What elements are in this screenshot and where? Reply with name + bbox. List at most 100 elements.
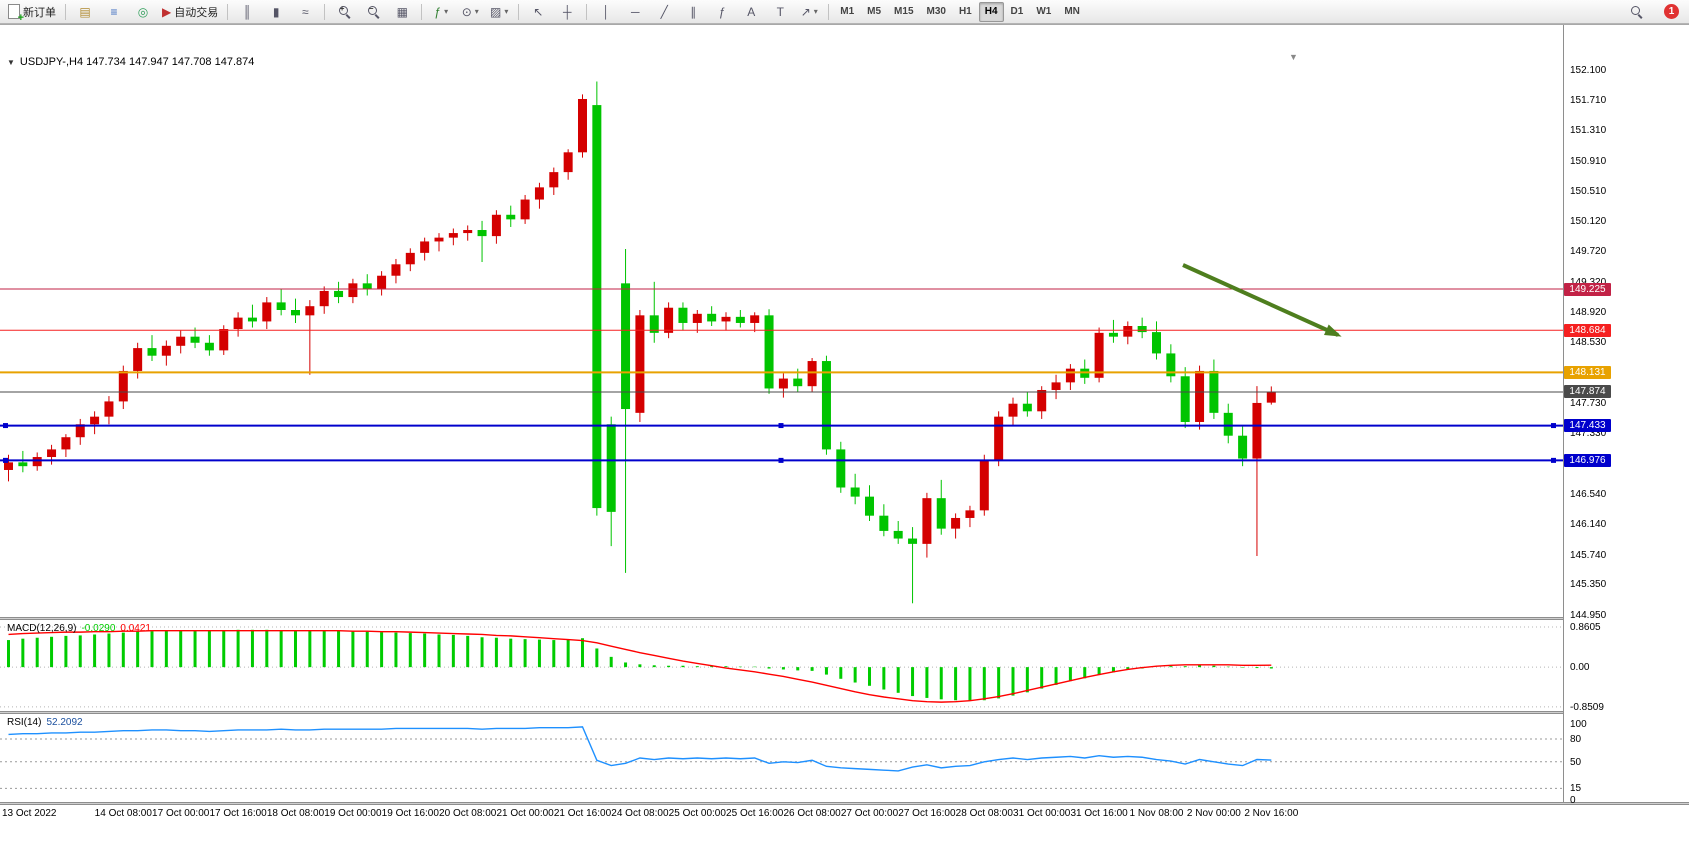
time-tick-label: 31 Oct 16:00 — [1070, 808, 1128, 819]
auto-trading-button[interactable]: ▶ 自动交易 — [158, 1, 222, 23]
community-icon: ◎ — [137, 4, 149, 19]
candle-body — [908, 538, 918, 544]
search-button[interactable] — [1622, 1, 1650, 23]
time-tick-label: 21 Oct 00:00 — [496, 808, 554, 819]
price-axis[interactable]: 152.100 151.710 151.310 150.910 150.510 150.1… — [1563, 25, 1689, 806]
candle-body — [563, 152, 573, 173]
trendline-button[interactable]: ╱ — [650, 1, 678, 23]
arrow-head — [1324, 324, 1342, 337]
horizontal-line-button[interactable]: ─ — [621, 1, 649, 23]
line-handle[interactable] — [1551, 457, 1556, 463]
candle-body — [434, 237, 444, 242]
candle-body — [578, 98, 587, 153]
timeframe-m1-button[interactable]: M1 — [840, 6, 855, 17]
candle-body — [850, 487, 860, 497]
candle-body — [219, 329, 229, 351]
new-order-button[interactable]: 新订单 — [4, 1, 60, 24]
timeframe-h1-button[interactable]: H1 — [958, 6, 972, 17]
bar-chart-button[interactable]: ║ — [233, 1, 261, 23]
main-chart-canvas[interactable] — [0, 51, 1563, 617]
timeframe-m15-button[interactable]: M15 — [894, 6, 914, 17]
cursor-icon: ↖ — [533, 4, 544, 19]
time-tick-label: 2 Nov 16:00 — [1244, 808, 1299, 819]
vertical-line-button[interactable]: │ — [592, 1, 620, 23]
text-label-icon: T — [776, 4, 784, 19]
zoom-in-button[interactable]: + — [330, 1, 358, 23]
new-order-button-label: 新订单 — [23, 6, 56, 19]
price-line-badge: 148.684 — [1564, 323, 1611, 337]
candle-body — [47, 449, 57, 458]
time-axis[interactable]: 13 Oct 2022 14 Oct 08:00 17 Oct 00:00 17 Oc… — [0, 805, 1563, 825]
price-tick-label: 147.330 — [1570, 428, 1607, 440]
templates-button[interactable]: ▨ ▾ — [485, 1, 513, 23]
line-chart-button[interactable]: ≈ — [291, 1, 319, 23]
candle-body — [764, 315, 774, 389]
one-click-expand-icon[interactable]: ▼ — [7, 57, 15, 67]
price-tick-label: 146.140 — [1570, 519, 1607, 531]
candle-body — [635, 315, 645, 413]
time-tick-label: 26 Oct 08:00 — [783, 808, 841, 819]
zoom-out-icon-sign: − — [368, 4, 374, 13]
candle-body — [104, 401, 114, 417]
line-handle[interactable] — [778, 423, 784, 429]
time-tick-label: 19 Oct 16:00 — [381, 808, 439, 819]
candle-body — [592, 105, 602, 509]
text-button[interactable]: A — [737, 1, 765, 23]
cursor-button[interactable]: ↖ — [524, 1, 552, 23]
time-tick-label: 28 Oct 08:00 — [955, 808, 1013, 819]
candle-body — [922, 498, 932, 544]
price-tick-label: 144.950 — [1570, 609, 1607, 621]
macd-main-value: -0.0290 — [81, 623, 116, 634]
price-tick-label: 151.310 — [1570, 125, 1607, 137]
candle-body — [735, 316, 745, 323]
text-label-button[interactable]: T — [766, 1, 794, 23]
arrows-button[interactable]: ↗ ▾ — [795, 1, 823, 23]
time-tick-label: 1 Nov 08:00 — [1129, 808, 1184, 819]
indicators-button[interactable]: ƒ ▾ — [427, 1, 455, 23]
chart-shift-marker-icon[interactable]: ▼ — [1289, 52, 1298, 62]
arrow-object[interactable] — [1182, 263, 1339, 337]
line-handle[interactable] — [3, 457, 8, 463]
line-handle[interactable] — [1551, 423, 1556, 429]
rsi-tick-label: 100 — [1570, 718, 1587, 730]
dropdown-arrow-icon: ▾ — [504, 7, 509, 16]
market-depth-button[interactable]: ≡ — [100, 1, 128, 23]
timeframe-w1-button[interactable]: W1 — [1036, 6, 1052, 17]
periods-button[interactable]: ⊙ ▾ — [456, 1, 484, 23]
timeframe-d1-button[interactable]: D1 — [1010, 6, 1024, 17]
timeframe-m5-button[interactable]: M5 — [867, 6, 882, 17]
line-handle[interactable] — [3, 423, 8, 429]
candle-body — [951, 517, 961, 529]
line-handle[interactable] — [778, 457, 784, 463]
zoom-out-button[interactable]: − — [359, 1, 387, 23]
price-tick-label: 145.740 — [1570, 549, 1607, 561]
panel-divider-macd[interactable] — [0, 617, 1689, 620]
candle-body — [477, 230, 487, 237]
candle-body — [1238, 435, 1248, 459]
candle-body — [18, 462, 28, 467]
channel-button[interactable]: ∥ — [679, 1, 707, 23]
fibonacci-button[interactable]: ƒ — [708, 1, 736, 23]
panel-divider-rsi[interactable] — [0, 711, 1689, 714]
community-button[interactable]: ◎ — [129, 1, 157, 23]
price-tick-label: 151.710 — [1570, 94, 1607, 106]
timeframe-h4-button[interactable]: H4 — [978, 1, 1004, 22]
tile-windows-button[interactable]: ▦ — [388, 1, 416, 23]
timeframe-mn-button[interactable]: MN — [1064, 6, 1080, 17]
timeframe-m30-button[interactable]: M30 — [926, 6, 946, 17]
candle-body — [1252, 402, 1262, 459]
price-tick-label: 149.720 — [1570, 246, 1607, 258]
rsi-panel-canvas[interactable] — [0, 714, 1563, 802]
rsi-indicator-label: RSI(14) 52.2092 — [7, 717, 83, 728]
candle-body — [979, 460, 989, 511]
candlestick-chart-button[interactable]: ▮ — [262, 1, 290, 23]
toolbar-separator — [828, 3, 830, 20]
chart-window-button[interactable]: ▤ — [71, 1, 99, 23]
panel-divider-bottom[interactable] — [0, 802, 1689, 805]
candle-body — [865, 496, 874, 516]
time-tick-label: 21 Oct 16:00 — [553, 808, 612, 819]
notification-badge[interactable]: 1 — [1664, 4, 1679, 19]
crosshair-button[interactable]: ┼ — [553, 1, 581, 23]
macd-panel-canvas[interactable] — [0, 620, 1563, 711]
macd-tick-label: -0.8509 — [1570, 701, 1604, 713]
